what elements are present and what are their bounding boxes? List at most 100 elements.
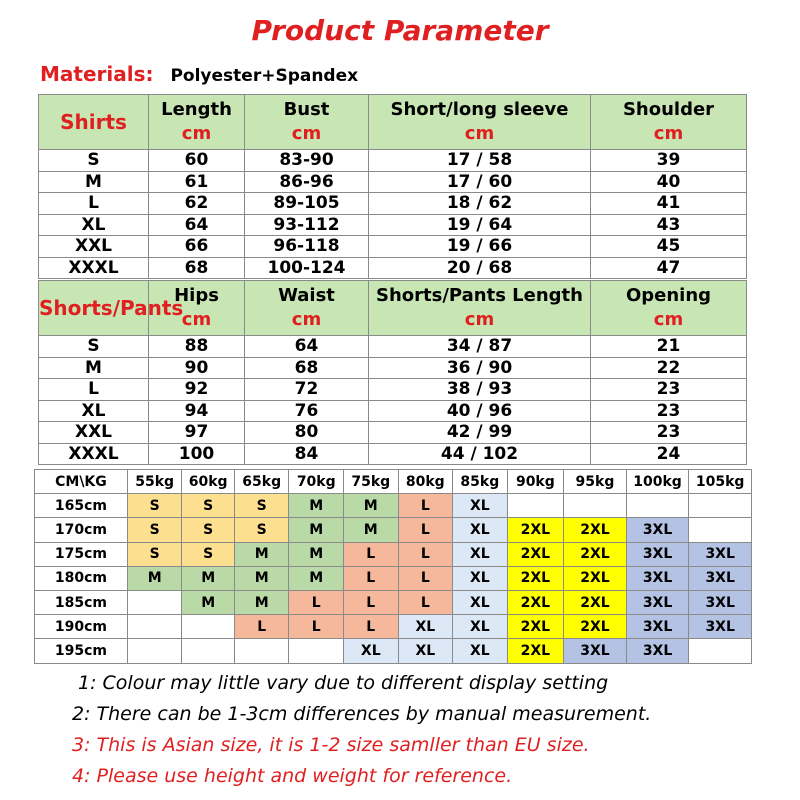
- materials-value: Polyester+Spandex: [170, 66, 359, 86]
- size-label: XL: [38, 399, 149, 422]
- column-header: Opening cm: [590, 280, 747, 336]
- size-cell: 2XL: [563, 589, 627, 616]
- pants-size-table: Shorts/Pants Hips cm Waist cm Shorts/Pants Le…: [38, 280, 747, 465]
- size-cell: M: [126, 565, 183, 591]
- unit-label: cm: [291, 309, 322, 330]
- table-cell: 38 / 93: [368, 378, 591, 401]
- size-cell: 2XL: [506, 541, 565, 567]
- size-cell: 2XL: [563, 614, 627, 640]
- size-label: XXL: [38, 235, 149, 258]
- height-label: 190cm: [34, 614, 128, 640]
- size-cell: 3XL: [688, 565, 752, 591]
- table-cell: 34 / 87: [368, 335, 591, 358]
- table-cell: 90: [148, 356, 245, 379]
- size-cell: [506, 493, 565, 519]
- table-cell: 62: [148, 192, 245, 215]
- table-row: XXL 66 96-118 19 / 66 45: [38, 235, 747, 258]
- column-header: Bust cm: [244, 94, 369, 150]
- table-cell: 17 / 58: [368, 149, 591, 172]
- size-cell: [688, 493, 752, 519]
- size-label: XXXL: [38, 256, 149, 279]
- size-cell: L: [343, 565, 399, 591]
- weight-header: 100kg: [625, 468, 690, 495]
- height-weight-fit-chart: CM\KG 55kg 60kg 65kg 70kg 75kg 80kg 85kg 90kg 95k…: [34, 468, 752, 664]
- size-cell: L: [343, 589, 399, 616]
- table-cell: 21: [590, 335, 747, 358]
- size-cell: S: [126, 541, 183, 567]
- size-cell: 2XL: [563, 517, 627, 543]
- size-cell: S: [126, 493, 183, 519]
- table-cell: 19 / 64: [368, 213, 591, 236]
- size-cell: L: [397, 517, 454, 543]
- table-row: S 88 64 34 / 87 21: [38, 335, 747, 358]
- size-cell: [625, 493, 690, 519]
- table-cell: 83-90: [244, 149, 369, 172]
- table-cell: 68: [148, 256, 245, 279]
- size-cell: L: [397, 565, 454, 591]
- weight-header: 90kg: [506, 468, 565, 495]
- table-cell: 20 / 68: [368, 256, 591, 279]
- table-row: L 62 89-105 18 / 62 41: [38, 192, 747, 215]
- table-cell: 94: [148, 399, 245, 422]
- table-cell: 17 / 60: [368, 170, 591, 193]
- height-label: 165cm: [34, 493, 128, 519]
- table-row: M 90 68 36 / 90 22: [38, 356, 747, 379]
- weight-header: 85kg: [452, 468, 508, 495]
- size-cell: [288, 638, 344, 664]
- column-name: Short/long sleeve: [390, 99, 569, 120]
- table-row: S 60 83-90 17 / 58 39: [38, 149, 747, 172]
- size-cell: 2XL: [563, 565, 627, 591]
- size-cell: 2XL: [506, 589, 565, 616]
- size-cell: 3XL: [688, 589, 752, 616]
- size-cell: XL: [452, 493, 508, 519]
- weight-header: 60kg: [181, 468, 235, 495]
- size-cell: 3XL: [625, 565, 690, 591]
- column-name: Hips: [174, 285, 219, 306]
- table-row: 165cm S S S M M L XL: [34, 493, 752, 519]
- table-row: M 61 86-96 17 / 60 40: [38, 170, 747, 193]
- size-label: XXL: [38, 421, 149, 444]
- size-cell: 3XL: [625, 517, 690, 543]
- size-cell: [181, 638, 235, 664]
- weight-header: 95kg: [563, 468, 627, 495]
- table-row: XL 64 93-112 19 / 64 43: [38, 213, 747, 236]
- column-name: Waist: [278, 285, 335, 306]
- size-cell: 3XL: [563, 638, 627, 664]
- weight-header: 80kg: [397, 468, 454, 495]
- unit-label: cm: [181, 123, 212, 144]
- size-cell: M: [181, 565, 235, 591]
- table-cell: 92: [148, 378, 245, 401]
- size-cell: 3XL: [625, 541, 690, 567]
- table-cell: 19 / 66: [368, 235, 591, 258]
- size-label: XXXL: [38, 442, 149, 465]
- unit-label: cm: [181, 309, 212, 330]
- table-cell: 41: [590, 192, 747, 215]
- unit-label: cm: [291, 123, 322, 144]
- table-row: 195cm XL XL XL 2XL 3XL 3XL: [34, 638, 752, 664]
- table-row: 180cm M M M M L L XL 2XL 2XL 3XL 3XL: [34, 565, 752, 591]
- size-label: M: [38, 170, 149, 193]
- table-cell: 43: [590, 213, 747, 236]
- size-cell: [126, 638, 183, 664]
- size-cell: [563, 493, 627, 519]
- size-label: M: [38, 356, 149, 379]
- size-cell: [233, 638, 290, 664]
- table-cell: 64: [244, 335, 369, 358]
- size-label: XL: [38, 213, 149, 236]
- table-row: XXL 97 80 42 / 99 23: [38, 421, 747, 444]
- size-cell: 3XL: [688, 614, 752, 640]
- table-cell: 97: [148, 421, 245, 444]
- size-cell: 3XL: [688, 541, 752, 567]
- size-cell: S: [126, 517, 183, 543]
- table-cell: 93-112: [244, 213, 369, 236]
- weight-header: 105kg: [688, 468, 752, 495]
- height-label: 180cm: [34, 565, 128, 591]
- table-cell: 84: [244, 442, 369, 465]
- column-name: Bust: [283, 99, 330, 120]
- size-cell: L: [288, 589, 344, 616]
- column-name: Length: [161, 99, 232, 120]
- column-header: Shorts/Pants Length cm: [368, 280, 591, 336]
- size-cell: XL: [452, 589, 508, 616]
- size-cell: L: [288, 614, 344, 640]
- column-header: Length cm: [148, 94, 245, 150]
